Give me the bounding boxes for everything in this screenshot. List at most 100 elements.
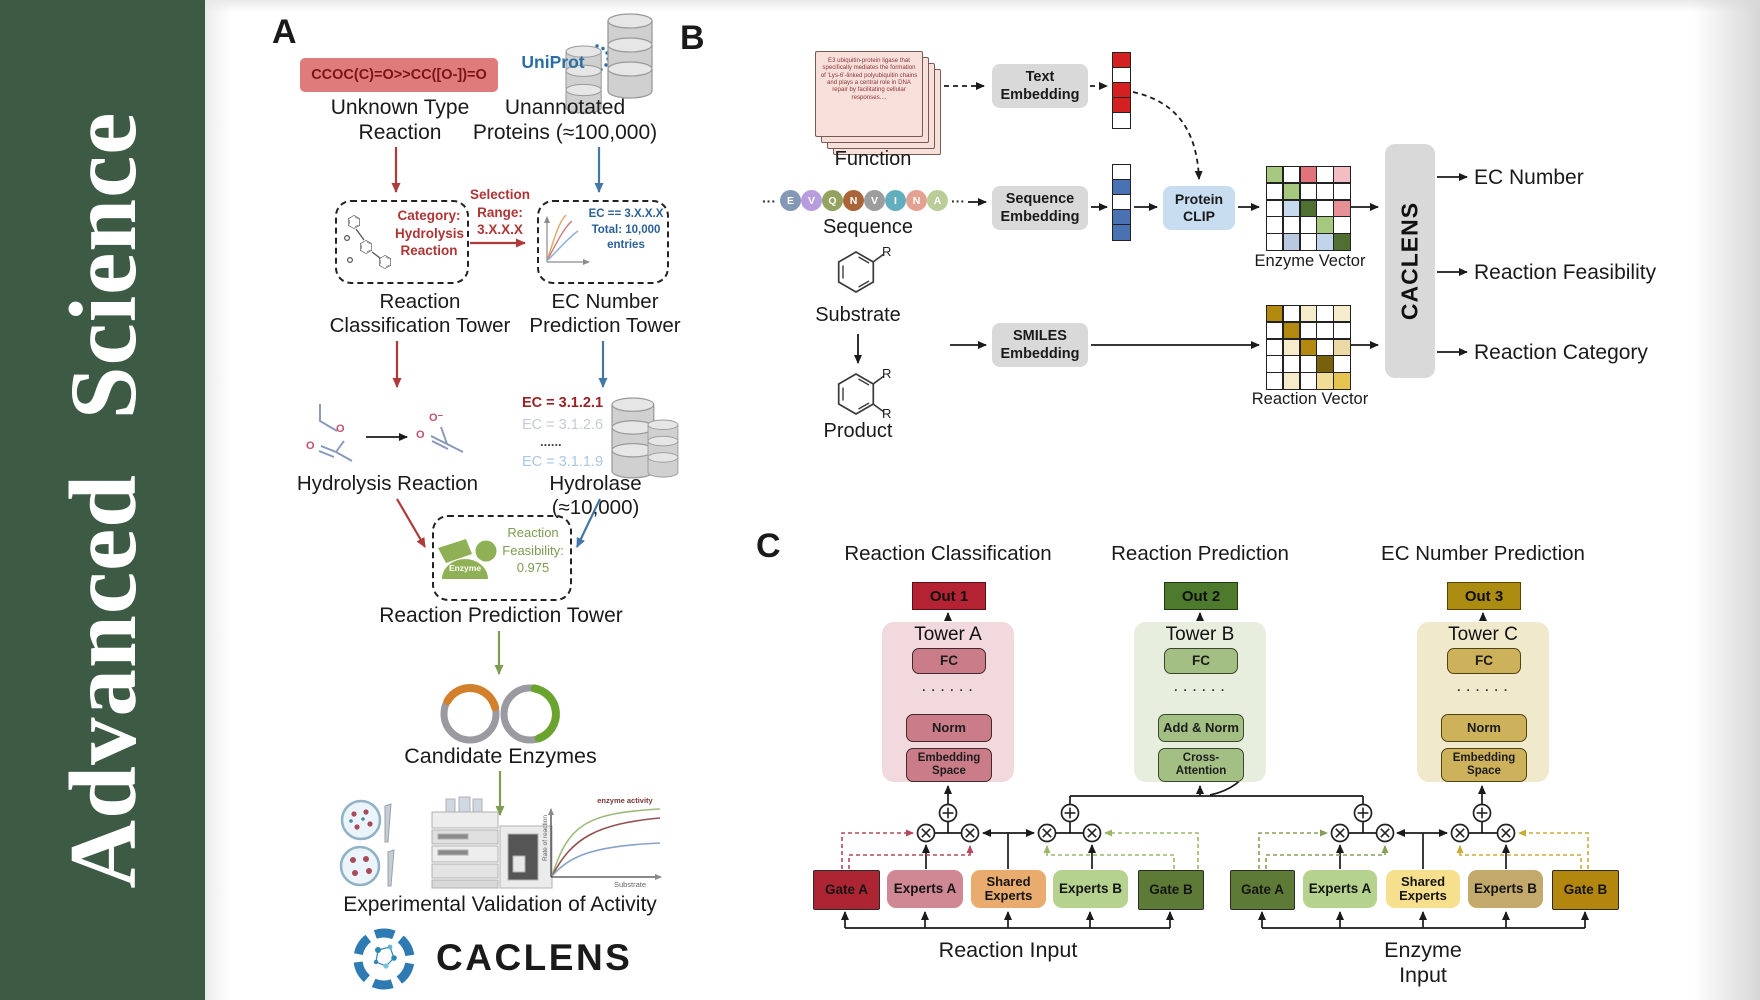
cell — [1300, 306, 1316, 322]
column-title-reaction-classification: Reaction Classification — [844, 542, 1052, 565]
product-molecule — [837, 373, 885, 415]
cell — [1283, 183, 1300, 200]
substituent-r: R — [882, 244, 892, 259]
enzyme-input-label: Enzyme Input — [1384, 938, 1462, 988]
cell — [1334, 183, 1350, 200]
cell — [1300, 200, 1316, 216]
tower-c-norm: Norm — [1441, 714, 1527, 742]
cell — [1334, 234, 1350, 250]
molecule-scribble-icon — [344, 215, 391, 269]
text-embedding-vector — [1112, 52, 1131, 129]
tower-b-dots: · · · · · · — [1174, 683, 1226, 697]
cell — [1267, 234, 1283, 250]
cell — [1300, 373, 1316, 389]
column-title-ec-number-prediction: EC Number Prediction — [1381, 542, 1585, 565]
cell — [1334, 167, 1350, 183]
instrument-icon — [431, 796, 553, 889]
function-card: E3 ubiquitin-protein ligase that specifi… — [815, 51, 923, 137]
cell — [1283, 200, 1300, 216]
category-text: Category: Hydrolysis Reaction — [395, 208, 465, 259]
cell — [1317, 373, 1333, 389]
cell — [1283, 306, 1300, 322]
ec-box-text: EC == 3.X.X.X Total: 10,000 entries — [588, 208, 664, 252]
top-gradient — [205, 0, 1760, 12]
sequence-label: Sequence — [822, 216, 914, 238]
reaction-prediction-tower-label: Reaction Prediction Tower — [379, 604, 623, 627]
atom-o-minus: O⁻ — [429, 412, 444, 424]
cell — [1267, 217, 1283, 233]
mini-chart-icon — [544, 214, 590, 265]
kinetics-plot — [548, 808, 662, 880]
sequence-embedding-box: Sequence Embedding — [992, 186, 1088, 230]
caclens-module-label: CACLENS — [1396, 201, 1423, 321]
rate-of-reaction-label: Rate of reaction — [542, 815, 549, 861]
cell: N — [906, 190, 927, 211]
cell: V — [801, 190, 822, 211]
tower-c-embedding-space: Embedding Space — [1441, 748, 1527, 782]
cell — [1267, 322, 1283, 339]
cell — [1300, 234, 1316, 250]
cell — [1283, 217, 1300, 233]
moe1-gate-b: Gate B — [1138, 870, 1204, 910]
tower-b-add-norm: Add & Norm — [1158, 714, 1244, 742]
cell — [1267, 306, 1283, 322]
output-reaction-category: Reaction Category — [1474, 341, 1648, 364]
moe2-gate-b: Gate B — [1552, 870, 1619, 910]
enzyme-vector-label: Enzyme Vector — [1254, 252, 1366, 270]
product-label: Product — [823, 420, 893, 442]
enzyme-blob-label: Enzyme — [448, 563, 482, 573]
substrate-axis-label: Substrate — [613, 880, 647, 889]
out-2-box: Out 2 — [1164, 582, 1238, 610]
smiles-embedding-box: SMILES Embedding — [992, 323, 1088, 367]
panel-b-label: B — [680, 19, 705, 57]
cell: I — [885, 190, 906, 211]
uniprot-logo-text: UniProt — [521, 52, 585, 72]
caclens-wordmark: CACLENS — [436, 937, 633, 978]
cell — [1334, 200, 1350, 216]
candidate-enzymes-label: Candidate Enzymes — [404, 744, 597, 768]
moe1-experts-b: Experts B — [1053, 870, 1128, 908]
moe2-gate-a: Gate A — [1230, 870, 1295, 910]
cell — [1317, 217, 1333, 233]
cell — [1267, 373, 1283, 389]
panel-b-arrows — [854, 82, 1468, 364]
panel-a-arrows — [366, 147, 608, 816]
gate-dashed-paths — [841, 829, 1589, 869]
moe2-experts-b: Experts B — [1468, 870, 1543, 908]
cell — [1283, 322, 1300, 339]
out-3-box: Out 3 — [1447, 582, 1521, 610]
tower-a-embedding-space: Embedding Space — [906, 748, 992, 782]
atom-o: O — [306, 440, 315, 452]
enzyme-activity-label: enzyme activity — [597, 796, 653, 805]
ec-item: EC = 3.1.2.1 — [522, 395, 604, 411]
cell — [1283, 373, 1300, 389]
cell — [1267, 200, 1283, 216]
tower-a-dots: · · · · · · — [922, 683, 974, 697]
text-embedding-box: Text Embedding — [992, 64, 1088, 108]
cell — [1334, 373, 1350, 389]
feasibility-text: Reaction Feasibility: 0.975 — [502, 525, 564, 576]
output-ec-number: EC Number — [1474, 166, 1584, 189]
cell: A — [927, 190, 948, 211]
cell — [1283, 356, 1300, 372]
cell — [1300, 339, 1316, 355]
enzyme-blob-icon — [438, 539, 497, 579]
enzyme-vector-matrix — [1266, 166, 1351, 251]
moe1-shared-experts: Shared Experts — [971, 870, 1046, 908]
substituent-r: R — [882, 366, 892, 381]
function-card-text: E3 ubiquitin-protein ligase that specifi… — [820, 57, 918, 101]
tower-b-title: Tower B — [1165, 624, 1235, 645]
ec-item: EC = 3.1.1.9 — [522, 454, 604, 470]
experimental-validation-label: Experimental Validation of Activity — [343, 893, 657, 916]
tower-c-dots: · · · · · · — [1457, 683, 1509, 697]
unknown-reaction-label: Unknown Type Reaction — [330, 96, 470, 144]
cell — [1334, 339, 1350, 355]
moe2-experts-a: Experts A — [1303, 870, 1377, 908]
output-reaction-feasibility: Reaction Feasibility — [1474, 261, 1657, 284]
function-label: Function — [834, 148, 912, 170]
moe1-gate-a: Gate A — [813, 870, 880, 910]
substituent-r: R — [882, 406, 892, 421]
caclens-module-bar: CACLENS — [1385, 144, 1435, 378]
